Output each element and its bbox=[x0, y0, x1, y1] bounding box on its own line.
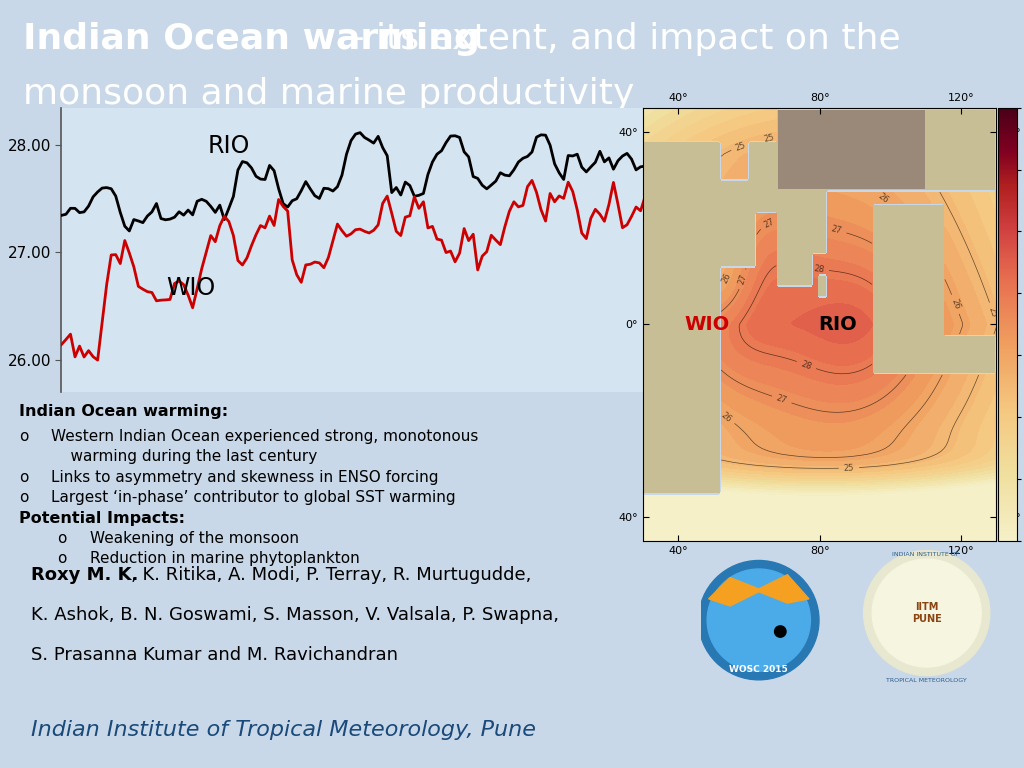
Text: 27: 27 bbox=[737, 273, 749, 286]
Text: 25: 25 bbox=[844, 463, 854, 472]
Text: IITM
PUNE: IITM PUNE bbox=[911, 602, 942, 624]
Text: RIO: RIO bbox=[207, 134, 250, 158]
Text: RIO: RIO bbox=[818, 315, 857, 334]
Text: monsoon and marine productivity: monsoon and marine productivity bbox=[23, 77, 634, 111]
Text: 25: 25 bbox=[987, 306, 999, 319]
Text: 27: 27 bbox=[775, 393, 788, 406]
Text: Western Indian Ocean experienced strong, monotonous: Western Indian Ocean experienced strong,… bbox=[51, 429, 478, 444]
Text: o: o bbox=[57, 531, 67, 546]
Text: 27: 27 bbox=[763, 217, 776, 230]
Text: 26: 26 bbox=[720, 410, 733, 424]
Text: WOSC 2015: WOSC 2015 bbox=[729, 665, 788, 674]
Text: K. Ashok, B. N. Goswami, S. Masson, V. Valsala, P. Swapna,: K. Ashok, B. N. Goswami, S. Masson, V. V… bbox=[31, 606, 559, 624]
Text: 26: 26 bbox=[949, 298, 962, 311]
Text: Roxy M. K.: Roxy M. K. bbox=[31, 566, 138, 584]
Text: o: o bbox=[19, 469, 29, 485]
Text: Indian Ocean warming: Indian Ocean warming bbox=[23, 22, 479, 55]
Text: 25: 25 bbox=[763, 132, 775, 144]
Text: S. Prasanna Kumar and M. Ravichandran: S. Prasanna Kumar and M. Ravichandran bbox=[31, 646, 397, 664]
Text: Reduction in marine phytoplankton: Reduction in marine phytoplankton bbox=[90, 551, 359, 567]
Text: 25: 25 bbox=[734, 141, 748, 152]
Circle shape bbox=[863, 551, 990, 676]
Text: Weakening of the monsoon: Weakening of the monsoon bbox=[90, 531, 299, 546]
Circle shape bbox=[698, 561, 819, 680]
Circle shape bbox=[774, 626, 786, 637]
Text: WIO: WIO bbox=[167, 276, 216, 300]
Circle shape bbox=[872, 559, 981, 667]
Text: 26: 26 bbox=[720, 271, 733, 284]
Text: 28: 28 bbox=[813, 264, 824, 274]
Text: 26: 26 bbox=[876, 191, 890, 205]
Text: Largest ‘in‑phase’ contributor to global SST warming: Largest ‘in‑phase’ contributor to global… bbox=[51, 490, 456, 505]
Text: Indian Institute of Tropical Meteorology, Pune: Indian Institute of Tropical Meteorology… bbox=[31, 720, 536, 740]
Text: TROPICAL METEOROLOGY: TROPICAL METEOROLOGY bbox=[887, 677, 967, 683]
Text: 28: 28 bbox=[800, 359, 813, 371]
Text: warming during the last century: warming during the last century bbox=[51, 449, 317, 464]
Text: INDIAN INSTITUTE OF: INDIAN INSTITUTE OF bbox=[892, 552, 962, 557]
Text: o: o bbox=[19, 429, 29, 444]
Text: Links to asymmetry and skewness in ENSO forcing: Links to asymmetry and skewness in ENSO … bbox=[51, 469, 438, 485]
Circle shape bbox=[708, 569, 810, 671]
Text: o: o bbox=[57, 551, 67, 567]
Text: WIO: WIO bbox=[684, 315, 729, 334]
Text: o: o bbox=[19, 490, 29, 505]
Text: Potential Impacts:: Potential Impacts: bbox=[19, 511, 185, 525]
Text: 27: 27 bbox=[830, 224, 843, 236]
Polygon shape bbox=[709, 574, 809, 606]
Text: – its extent, and impact on the: – its extent, and impact on the bbox=[335, 22, 900, 55]
Text: Indian Ocean warming:: Indian Ocean warming: bbox=[19, 404, 228, 419]
Text: , K. Ritika, A. Modi, P. Terray, R. Murtugudde,: , K. Ritika, A. Modi, P. Terray, R. Murt… bbox=[131, 566, 531, 584]
